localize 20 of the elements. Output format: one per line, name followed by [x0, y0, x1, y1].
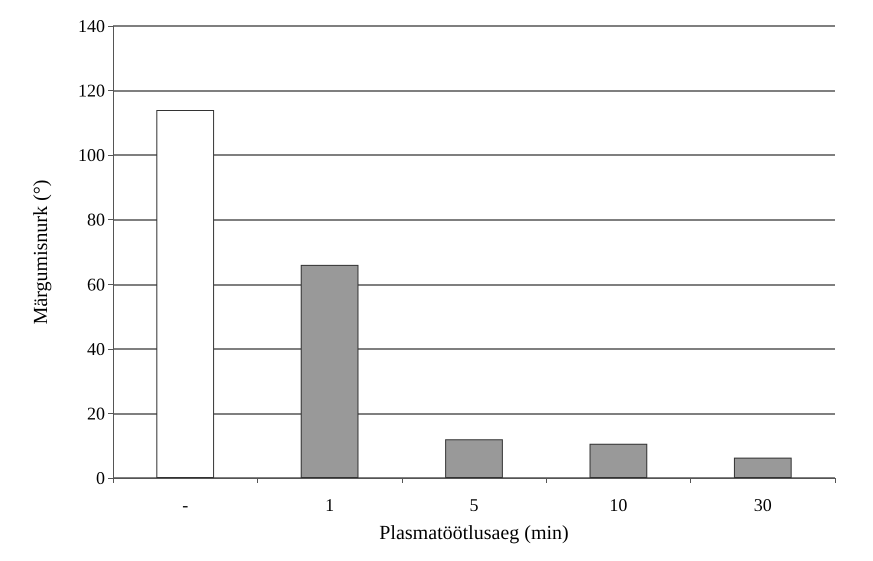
y-tick-label: 20 — [87, 403, 105, 424]
bar — [156, 110, 214, 478]
x-tick-label: 1 — [325, 495, 334, 515]
x-tick-label: 5 — [470, 495, 478, 515]
x-axis-title: Plasmatöötlusaeg (min) — [379, 522, 569, 544]
x-tick-label: 10 — [609, 495, 628, 515]
bar — [590, 444, 648, 478]
y-tick-label: 0 — [96, 468, 105, 488]
y-tick-label: 100 — [78, 145, 105, 166]
y-tick-label: 60 — [87, 274, 105, 294]
x-tick-label: - — [182, 495, 188, 515]
y-tick-label: 40 — [87, 338, 105, 359]
y-tick-label: 80 — [87, 210, 105, 230]
y-tick-label: 120 — [78, 80, 105, 101]
bar — [300, 264, 358, 478]
y-axis-title: Märgumisnurk (°) — [30, 180, 52, 324]
y-tick-label: 140 — [78, 16, 105, 36]
x-tick-label: 30 — [754, 495, 772, 515]
bar — [734, 458, 792, 478]
bar — [445, 439, 503, 478]
